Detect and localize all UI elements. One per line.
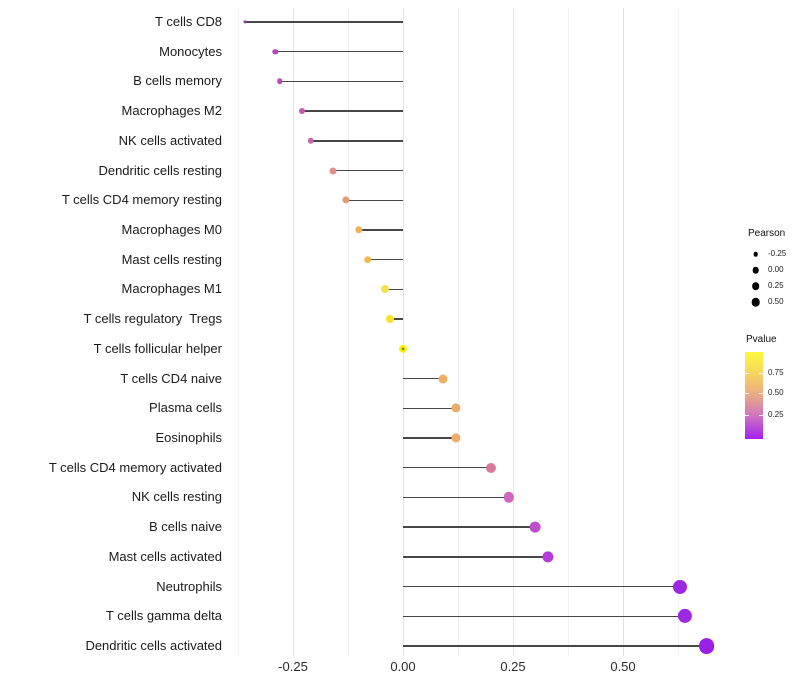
y-axis-label: T cells CD4 memory activated <box>48 459 222 475</box>
x-tick-label: -0.25 <box>278 659 308 674</box>
y-axis-label: T cells CD8 <box>155 14 222 29</box>
lollipop-stem <box>345 199 403 201</box>
y-axis-label: T cells gamma delta <box>105 608 222 624</box>
y-axis-label: NK cells activated <box>118 132 222 148</box>
lollipop-stem <box>244 21 403 23</box>
lollipop-stem <box>403 377 443 380</box>
x-tick-label: 0.50 <box>610 659 636 674</box>
grid-line-minor <box>458 8 459 656</box>
lollipop-stem <box>403 437 456 439</box>
lollipop-dot <box>451 403 461 413</box>
y-axis-label: Macrophages M0 <box>121 221 222 237</box>
y-axis-label: Macrophages M2 <box>121 103 222 119</box>
lollipop-stem <box>403 556 549 558</box>
lollipop-dot <box>243 20 247 24</box>
y-axis-label: T cells CD4 memory resting <box>61 192 222 208</box>
lollipop-dot-center <box>401 347 405 351</box>
lollipop-dot <box>529 521 541 533</box>
lollipop-dot <box>486 462 496 473</box>
y-axis-label: Macrophages M1 <box>121 281 222 297</box>
legend-size-label: 0.25 <box>768 281 784 290</box>
y-axis-label: Plasma cells <box>149 400 222 416</box>
lollipop-stem <box>359 229 403 231</box>
y-axis-label: Monocytes <box>159 43 222 59</box>
lollipop-dot <box>381 285 390 294</box>
lollipop-dot <box>329 167 337 175</box>
lollipop-stem <box>389 318 403 320</box>
y-axis-label: Eosinophils <box>155 429 223 445</box>
legend-size-dot <box>751 297 760 307</box>
y-axis-label: T cells regulatory Tregs <box>83 311 222 327</box>
lollipop-dot <box>272 49 279 55</box>
colorbar-tick-label: 0.75 <box>768 367 784 377</box>
y-axis-label: Mast cells activated <box>108 548 222 564</box>
grid-line-minor <box>348 8 349 656</box>
legend-size-dot <box>752 266 759 274</box>
lollipop-dot <box>277 78 283 85</box>
lollipop-dot <box>698 638 715 654</box>
legend-size-label: 0.50 <box>768 297 784 306</box>
lollipop-stem <box>403 526 535 528</box>
pvalue-legend-title: Pvalue <box>746 334 777 345</box>
y-axis-label: T cells follicular helper <box>93 340 222 356</box>
lollipop-dot <box>364 255 372 264</box>
lollipop-dot <box>438 374 448 384</box>
lollipop-dot <box>677 609 692 624</box>
colorbar-tick-mark <box>759 393 763 395</box>
legend-size-dot <box>751 282 760 290</box>
lollipop-dot <box>307 137 314 145</box>
colorbar-tick-mark <box>745 415 749 417</box>
lollipop-dot <box>385 315 394 324</box>
y-axis-label: Dendritic cells activated <box>85 637 222 653</box>
y-axis-label: NK cells resting <box>131 489 222 505</box>
lollipop-stem <box>367 259 403 261</box>
y-axis-label: Neutrophils <box>156 578 222 594</box>
lollipop-stem <box>403 645 707 647</box>
x-tick-label: 0.25 <box>500 659 526 674</box>
grid-line-minor <box>238 8 239 656</box>
lollipop-stem <box>275 51 403 53</box>
colorbar-tick-mark <box>745 393 749 395</box>
lollipop-stem <box>403 467 491 469</box>
y-axis-label: B cells naive <box>149 519 222 535</box>
y-axis-label: T cells CD4 naive <box>120 370 222 386</box>
grid-line-major <box>623 8 624 656</box>
lollipop-dot <box>673 579 688 594</box>
y-axis-label: B cells memory <box>133 73 222 89</box>
grid-line-major <box>513 8 514 656</box>
grid-line-major <box>293 8 294 656</box>
colorbar-tick-label: 0.50 <box>768 388 784 398</box>
colorbar-tick-mark <box>759 415 763 417</box>
lollipop-stem <box>385 288 403 291</box>
grid-line-major <box>403 8 404 656</box>
lollipop-stem <box>310 140 403 142</box>
lollipop-dot <box>503 492 514 503</box>
lollipop-stem <box>279 80 403 83</box>
grid-line-minor <box>678 8 679 656</box>
y-axis-label: Mast cells resting <box>121 251 222 267</box>
lollipop-dot <box>355 226 363 234</box>
lollipop-dot <box>298 108 305 115</box>
legend-size-dot <box>753 251 758 257</box>
pearson-legend-title: Pearson <box>748 228 786 239</box>
legend-size-label: -0.25 <box>768 249 787 258</box>
pvalue-colorbar <box>745 352 763 439</box>
lollipop-stem <box>403 615 685 617</box>
lollipop-stem <box>403 407 456 409</box>
lollipop-dot <box>451 433 461 443</box>
lollipop-stem <box>301 110 403 112</box>
y-axis-label: Dendritic cells resting <box>98 162 222 178</box>
colorbar-tick-mark <box>745 372 749 374</box>
colorbar-tick-mark <box>759 372 763 374</box>
grid-line-minor <box>568 8 569 656</box>
legend-size-label: 0.00 <box>768 265 784 274</box>
colorbar-tick-label: 0.25 <box>768 410 784 420</box>
x-tick-label: 0.00 <box>390 659 416 674</box>
lollipop-stem <box>332 169 403 172</box>
lollipop-stem <box>403 496 509 499</box>
lollipop-dot <box>542 551 554 563</box>
lollipop-dot <box>342 196 350 204</box>
lollipop-stem <box>403 585 681 588</box>
